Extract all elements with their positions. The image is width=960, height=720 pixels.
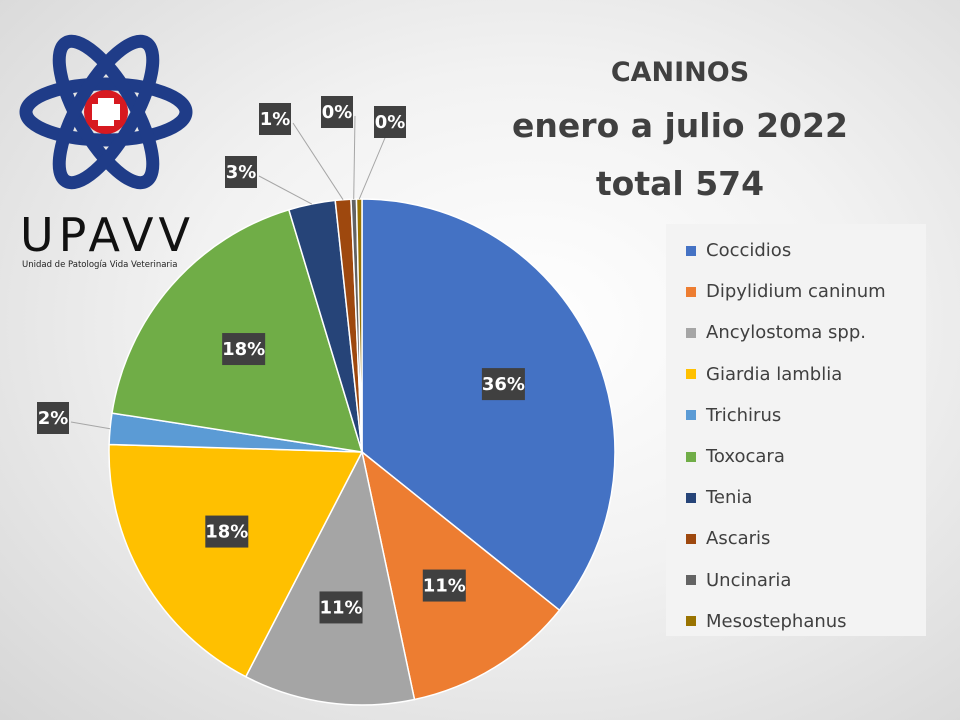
data-label-box — [222, 333, 266, 366]
legend-swatch — [686, 410, 696, 421]
data-label-text: 11% — [423, 576, 466, 597]
data-label-box — [259, 103, 291, 135]
pie-slice-ancylostoma-spp — [244, 449, 416, 706]
pie-slice-giardia-lamblia — [108, 443, 364, 678]
data-label-tenia: 3% — [225, 156, 257, 188]
legend-swatch — [686, 616, 696, 627]
leader-line-trichirus — [70, 421, 111, 430]
logo-subtitle: Unidad de Patología Vida Veterinaria — [22, 260, 178, 270]
legend-item-mesostephanus: Mesostephanus — [686, 601, 926, 642]
leader-line-tenia — [258, 175, 313, 205]
legend-label: Uncinaria — [706, 569, 792, 591]
data-label-coccidios: 36% — [481, 368, 525, 401]
data-label-text: 18% — [222, 339, 265, 360]
leader-line-uncinaria — [353, 115, 356, 200]
data-label-box — [422, 569, 466, 602]
data-label-box — [319, 591, 363, 624]
legend-swatch — [686, 492, 696, 503]
legend-item-trichirus: Trichirus — [686, 395, 926, 436]
chart-title-line-3: total 574 — [595, 164, 765, 203]
leader-line-ascaris — [292, 122, 344, 200]
data-label-box — [321, 96, 353, 128]
chart-legend: Coccidios Dipylidium caninum Ancylostoma s… — [666, 224, 926, 636]
data-label-box — [374, 106, 406, 138]
legend-swatch — [686, 245, 696, 256]
legend-item-ascaris: Ascaris — [686, 518, 926, 559]
chart-title-line-2: enero a julio 2022 — [512, 106, 848, 145]
medical-cross-icon — [84, 90, 128, 134]
legend-label: Tenia — [706, 487, 753, 509]
data-label-box — [225, 156, 257, 188]
data-label-uncinaria: 0% — [321, 96, 353, 128]
legend-label: Toxocara — [706, 446, 785, 468]
data-label-text: 0% — [375, 112, 406, 133]
legend-label: Giardia lamblia — [706, 363, 843, 385]
legend-swatch — [686, 533, 696, 544]
data-label-trichirus: 2% — [37, 402, 69, 434]
legend-item-dipylidium-caninum: Dipylidium caninum — [686, 271, 926, 312]
legend-label: Ascaris — [706, 528, 771, 550]
legend-label: Mesostephanus — [706, 610, 847, 632]
pie-slice-toxocara — [111, 208, 364, 453]
legend-swatch — [686, 286, 696, 297]
data-label-text: 11% — [319, 597, 362, 618]
data-label-text: 36% — [482, 374, 525, 395]
legend-label: Coccidios — [706, 240, 792, 262]
upavv-logo — [19, 34, 193, 190]
chart-title-line-1: caninos — [610, 46, 750, 90]
leader-line-mesostephanus — [358, 125, 391, 200]
data-label-text: 3% — [226, 162, 257, 183]
data-label-text: 2% — [38, 408, 69, 429]
data-label-giardia-lamblia: 18% — [205, 515, 249, 548]
data-label-text: 18% — [205, 522, 248, 543]
data-label-text: 1% — [260, 109, 291, 130]
legend-item-giardia-lamblia: Giardia lamblia — [686, 354, 926, 395]
data-label-box — [205, 515, 249, 548]
data-label-ancylostoma-spp: 11% — [319, 591, 363, 624]
legend-swatch — [686, 575, 696, 586]
legend-label: Ancylostoma spp. — [706, 322, 866, 344]
legend-item-toxocara: Toxocara — [686, 436, 926, 477]
legend-item-ancylostoma-spp: Ancylostoma spp. — [686, 312, 926, 353]
legend-item-coccidios: Coccidios — [686, 230, 926, 271]
legend-item-tenia: Tenia — [686, 477, 926, 518]
data-label-toxocara: 18% — [222, 333, 266, 366]
data-label-text: 0% — [322, 102, 353, 123]
atom-icon — [19, 34, 193, 190]
legend-item-uncinaria: Uncinaria — [686, 560, 926, 601]
data-label-ascaris: 1% — [259, 103, 291, 135]
data-label-dipylidium-caninum: 11% — [422, 569, 466, 602]
pie-slice-coccidios — [361, 198, 616, 612]
data-label-box — [481, 368, 525, 401]
data-label-box — [37, 402, 69, 434]
data-label-mesostephanus: 0% — [374, 106, 406, 138]
legend-label: Dipylidium caninum — [706, 281, 886, 303]
legend-swatch — [686, 451, 696, 462]
logo-wordmark: UPAVV — [20, 208, 195, 262]
legend-label: Trichirus — [706, 404, 782, 426]
legend-swatch — [686, 327, 696, 338]
legend-swatch — [686, 369, 696, 380]
